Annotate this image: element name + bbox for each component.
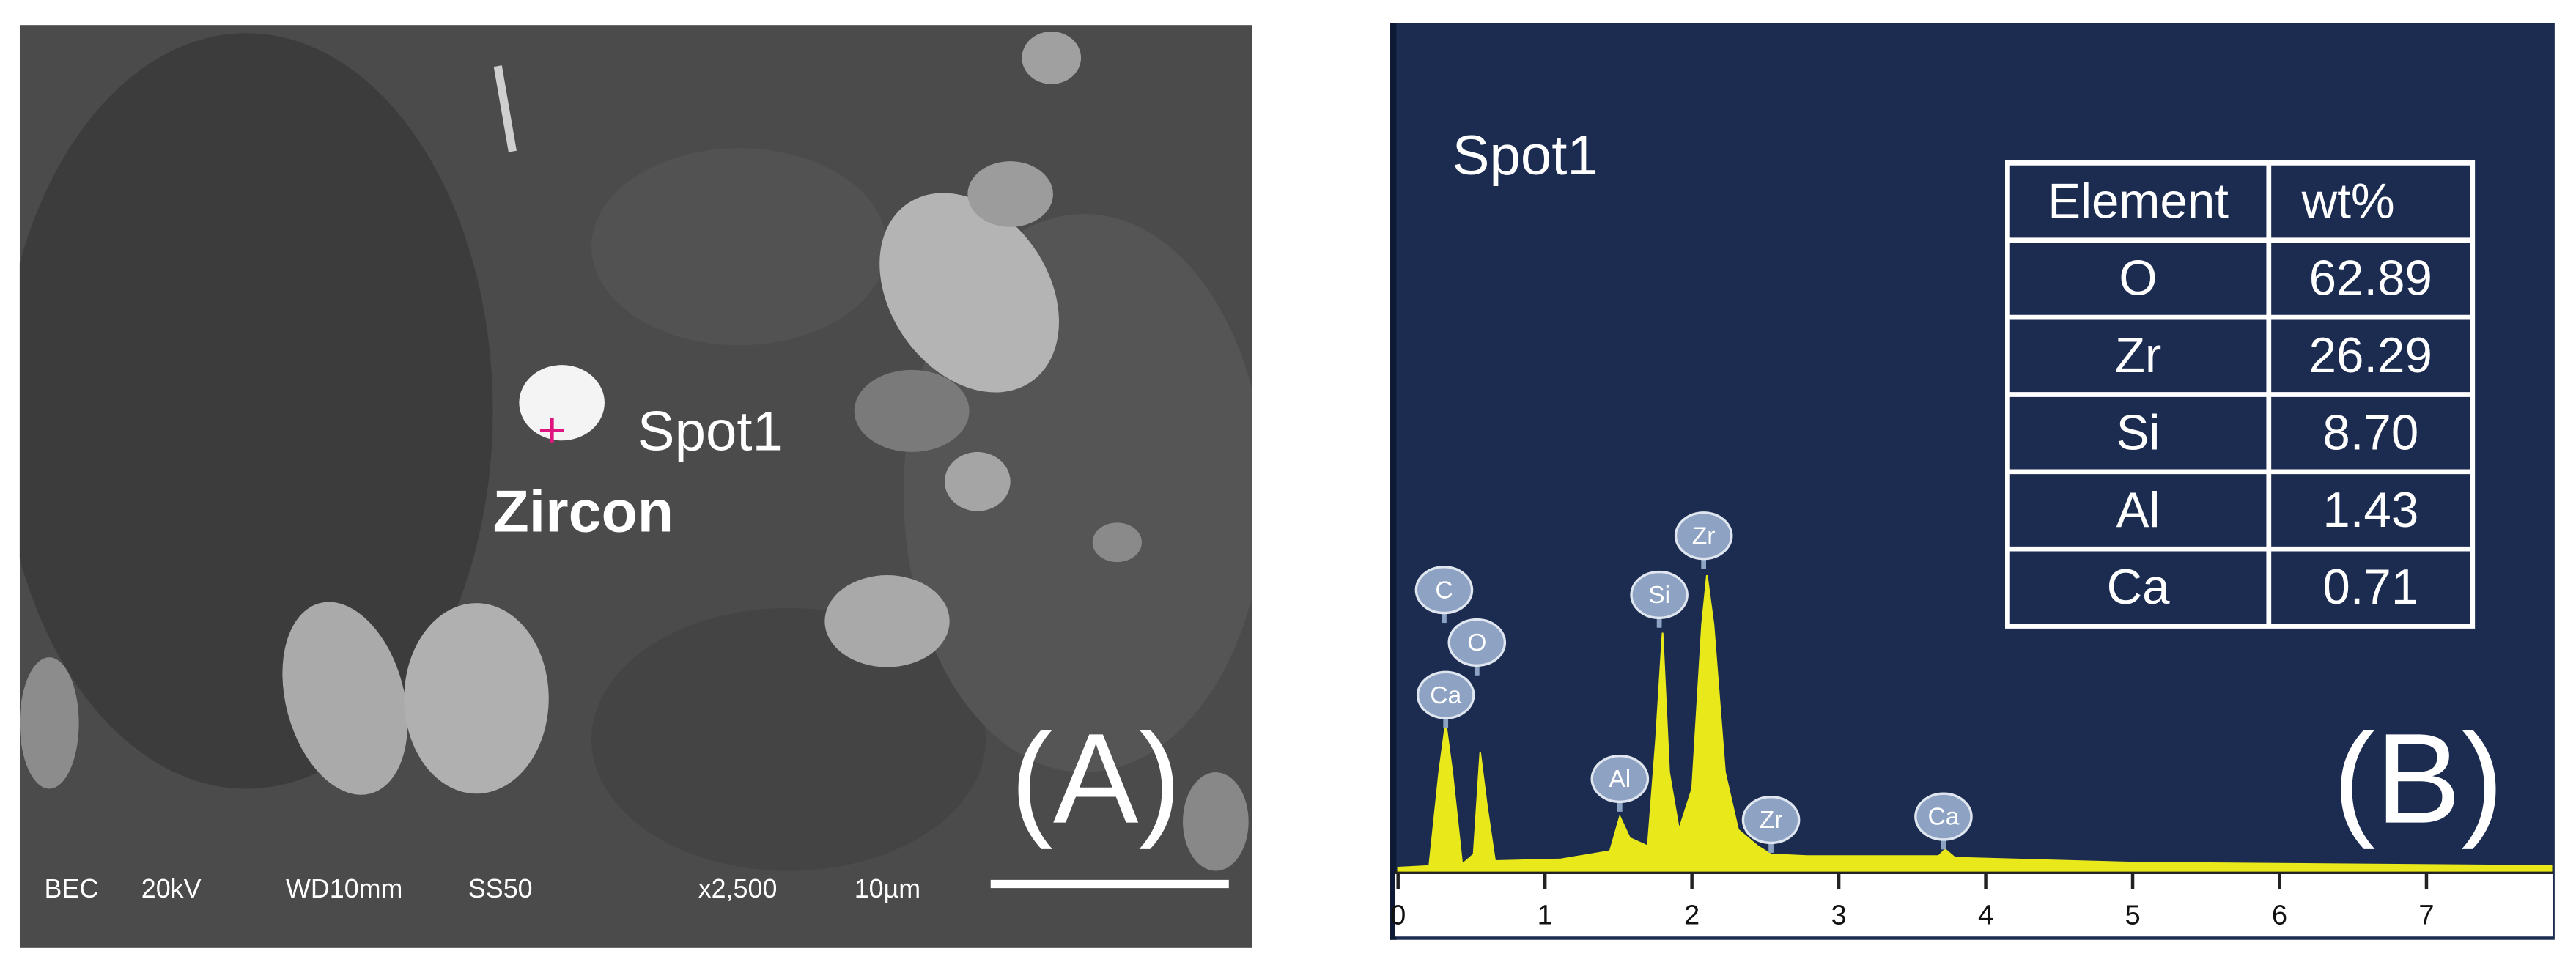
peak-bubble xyxy=(1447,618,1507,667)
peak-bubble xyxy=(1414,566,1474,615)
sem-info: 20kV xyxy=(141,874,202,903)
x-tick-label: 4 xyxy=(1978,900,1993,931)
spectrum xyxy=(1397,574,2553,872)
peak-label: O xyxy=(1467,629,1486,656)
peak-label: Si xyxy=(1648,582,1670,609)
table-cell: O xyxy=(2119,251,2157,306)
spot-marker: + xyxy=(538,403,567,458)
axis-strip xyxy=(1395,870,2553,937)
x-tick-label: 0 xyxy=(1390,900,1406,931)
sem-info: x2,500 xyxy=(698,874,778,903)
peak-label: Ca xyxy=(1927,804,1959,831)
table-header: Element xyxy=(2048,174,2229,229)
table-cell: 0.71 xyxy=(2322,560,2418,615)
peak-label: Zr xyxy=(1760,807,1783,834)
x-axis: 0 1 2 3 4 5 6 7 xyxy=(1390,872,2435,931)
table-cell: Zr xyxy=(2115,328,2161,383)
peak-label: Ca xyxy=(1430,682,1461,709)
sem-info: SS50 xyxy=(468,874,533,903)
x-tick-label: 2 xyxy=(1684,900,1700,931)
table-cell: Ca xyxy=(2107,560,2171,615)
table-cell: 26.29 xyxy=(2309,328,2432,383)
peak-bubble xyxy=(1590,754,1650,804)
table-cell: 8.70 xyxy=(2322,405,2418,460)
peak-label: C xyxy=(1435,577,1453,604)
spot-label: Spot1 xyxy=(638,401,783,463)
composition-table: Element wt% O 62.89 Zr 26.29 Si 8.70 Al 1.43 Ca 0.7… xyxy=(2005,160,2476,629)
sem-image: + Spot1 Zircon (A) BEC 20kV WD10mm SS50 … xyxy=(19,25,1252,948)
peak-label: Al xyxy=(1609,766,1631,793)
table-header: wt% xyxy=(2301,174,2395,229)
peak-bubble xyxy=(1741,796,1801,845)
table-cell: 62.89 xyxy=(2309,251,2432,306)
table-cell: Al xyxy=(2116,483,2160,538)
peak-bubble xyxy=(1914,792,1973,841)
sem-info: BEC xyxy=(45,874,99,903)
panel-label: (B) xyxy=(2333,708,2503,851)
panel-label: (A) xyxy=(1011,708,1181,851)
peak-bubble xyxy=(1416,670,1475,719)
mineral-label: Zircon xyxy=(493,479,674,545)
peak-label: Zr xyxy=(1692,522,1716,550)
table-cell: 1.43 xyxy=(2322,483,2418,538)
spectrum-title: Spot1 xyxy=(1453,125,1598,187)
sem-info: 10µm xyxy=(855,874,920,903)
eds-spectrum: Spot1 (B) Element wt% O 62.89 Zr 26.29 Si 8.70 A… xyxy=(1390,23,2555,940)
sem-info: WD10mm xyxy=(286,874,402,903)
peak-bubble xyxy=(1674,511,1733,561)
x-tick-label: 5 xyxy=(2125,900,2140,931)
x-tick-label: 7 xyxy=(2418,900,2434,931)
x-tick-label: 1 xyxy=(1538,900,1553,931)
x-tick-label: 6 xyxy=(2272,900,2287,931)
table-cell: Si xyxy=(2116,405,2160,460)
peak-bubble xyxy=(1630,570,1689,620)
x-tick-label: 3 xyxy=(1831,900,1847,931)
